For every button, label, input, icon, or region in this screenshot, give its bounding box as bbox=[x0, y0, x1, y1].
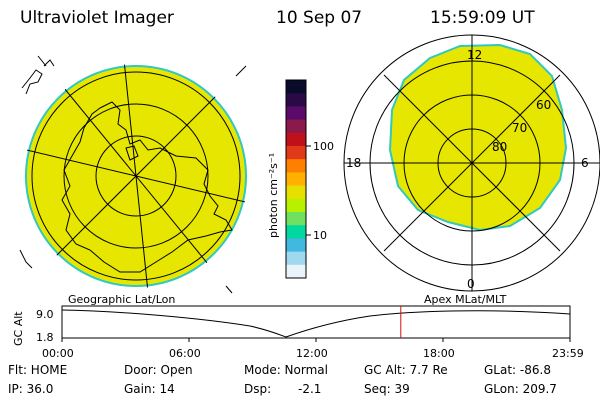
colorbar-band bbox=[286, 159, 306, 173]
alt-tick-1-8: 1.8 bbox=[36, 331, 54, 344]
image-date: 10 Sep 07 bbox=[276, 8, 363, 28]
colorbar: 100 10 photon cm⁻²s⁻¹ bbox=[267, 79, 334, 279]
colorbar-tick-100: 100 bbox=[313, 140, 334, 153]
outer-coast-fragment bbox=[43, 59, 55, 67]
aurora-image-magnetic bbox=[388, 43, 568, 232]
mlt-label-6: 6 bbox=[581, 156, 589, 170]
outer-coast-fragment bbox=[19, 249, 33, 269]
colorbar-unit-label: photon cm⁻²s⁻¹ bbox=[267, 153, 280, 238]
dsp-label: Dsp: bbox=[244, 382, 272, 396]
geographic-map bbox=[19, 55, 248, 294]
altitude-axis-label: GC Alt bbox=[12, 311, 25, 346]
ice-shelf-outline bbox=[125, 145, 139, 161]
colorbar-band bbox=[286, 93, 306, 107]
colorbar-band bbox=[286, 198, 306, 213]
time-tick-00: 00:00 bbox=[42, 347, 74, 360]
meridian-extension bbox=[225, 285, 233, 294]
meridian-extension bbox=[235, 65, 247, 77]
colorbar-band bbox=[286, 172, 306, 187]
colorbar-band bbox=[286, 119, 306, 134]
geographic-map-label: Geographic Lat/Lon bbox=[68, 293, 175, 306]
colorbar-gradient bbox=[286, 80, 306, 279]
gc-alt-readout: GC Alt: 7.7 Re bbox=[364, 363, 448, 377]
door-status: Door: Open bbox=[124, 363, 193, 377]
colorbar-band bbox=[286, 212, 306, 226]
glon-readout: GLon: 209.7 bbox=[484, 382, 557, 396]
colorbar-band bbox=[286, 238, 306, 253]
colorbar-tick-10: 10 bbox=[313, 229, 327, 242]
mlat-label-80: 80 bbox=[492, 140, 507, 154]
colorbar-band bbox=[286, 146, 306, 160]
sequence-readout: Seq: 39 bbox=[364, 382, 410, 396]
time-tick-06: 06:00 bbox=[169, 347, 201, 360]
mlt-label-12: 12 bbox=[467, 48, 482, 62]
geographic-grid bbox=[24, 64, 248, 288]
colorbar-band bbox=[286, 80, 306, 94]
alt-tick-9: 9.0 bbox=[36, 308, 54, 321]
time-tick-18: 18:00 bbox=[423, 347, 455, 360]
colorbar-band bbox=[286, 132, 306, 147]
mlat-label-60: 60 bbox=[536, 98, 551, 112]
colorbar-band bbox=[286, 225, 306, 239]
flight-status: Flt: HOME bbox=[8, 363, 68, 377]
meridian-extension bbox=[37, 55, 47, 67]
magnetic-map: 12 18 6 0 80 70 60 bbox=[343, 34, 600, 292]
antarctica-coastline bbox=[61, 101, 233, 273]
colorbar-band bbox=[286, 251, 306, 266]
colorbar-band bbox=[286, 106, 306, 121]
outer-coast-fragment bbox=[21, 69, 43, 95]
ip-readout: IP: 36.0 bbox=[8, 382, 54, 396]
glat-readout: GLat: -86.8 bbox=[484, 363, 551, 377]
colorbar-band bbox=[286, 264, 306, 279]
mode-status: Mode: Normal bbox=[244, 363, 328, 377]
altitude-plot-frame bbox=[61, 305, 571, 339]
time-tick-12: 12:00 bbox=[296, 347, 328, 360]
dsp-value: -2.1 bbox=[298, 382, 322, 396]
instrument-title: Ultraviolet Imager bbox=[20, 8, 174, 28]
colorbar-frame bbox=[285, 79, 307, 279]
altitude-plot: Geographic Lat/Lon Apex MLat/MLT 9.0 1.8… bbox=[12, 293, 584, 360]
image-time: 15:59:09 UT bbox=[430, 8, 535, 28]
mlat-label-70: 70 bbox=[512, 121, 527, 135]
mlt-label-18: 18 bbox=[346, 156, 361, 170]
time-tick-2359: 23:59 bbox=[552, 347, 584, 360]
mlt-label-0: 0 bbox=[467, 277, 475, 291]
magnetic-map-label: Apex MLat/MLT bbox=[424, 293, 507, 306]
colorbar-band bbox=[286, 185, 306, 200]
altitude-curve bbox=[61, 309, 571, 338]
magnetic-grid bbox=[344, 35, 600, 291]
gain-readout: Gain: 14 bbox=[124, 382, 175, 396]
